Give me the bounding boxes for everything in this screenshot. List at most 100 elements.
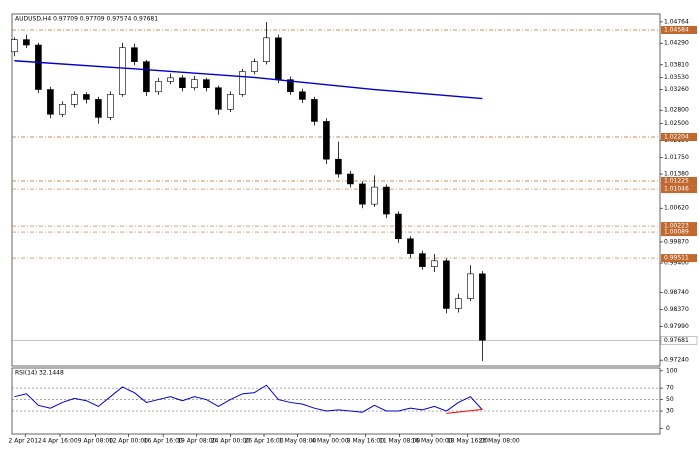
y-tick-label: 1.03810	[664, 61, 689, 68]
y-tick-label: 1.03260	[664, 86, 689, 93]
y-tick-label: 1.00620	[664, 205, 689, 212]
candle-body	[11, 39, 18, 53]
level-label: 1.04584	[664, 27, 689, 34]
y-tick-label: 100	[666, 367, 678, 374]
level-label: 1.02204	[664, 133, 689, 140]
x-tick-label: 16 Apr 16:00	[144, 438, 183, 445]
y-tick-label: 0.98370	[664, 306, 689, 313]
chart-title: AUDUSD,H4 0.97709 0.97709 0.97574 0.9768…	[15, 16, 158, 23]
x-tick-label: 12 Apr 00:00	[109, 438, 148, 445]
x-tick-label: 4 May 00:00	[311, 438, 349, 445]
level-box	[661, 228, 697, 237]
candle-body	[443, 260, 450, 309]
x-tick-label: 23 May 08:00	[479, 438, 520, 445]
candle-body	[455, 298, 462, 309]
candle-body	[95, 99, 102, 118]
candle-body	[263, 37, 270, 62]
candle-body	[323, 121, 330, 160]
x-tick-label: 9 Apr 08:00	[78, 438, 113, 445]
candle-body	[227, 94, 234, 110]
y-tick-label: 0.97240	[664, 357, 689, 364]
level-label: 0.99511	[664, 255, 689, 262]
level-box	[661, 26, 697, 35]
x-tick-label: 2 Apr 2012	[9, 438, 42, 445]
moving-average	[14, 60, 483, 100]
candle-body	[383, 186, 390, 215]
candle-body	[107, 94, 114, 118]
current-price-label: 0.97681	[664, 337, 689, 344]
level-label: 1.01046	[664, 186, 689, 193]
candle-body	[347, 173, 354, 185]
candle-body	[143, 61, 150, 93]
y-tick-label: 0	[666, 425, 670, 432]
level-box	[661, 132, 697, 141]
trendline	[446, 408, 483, 414]
rsi-line	[14, 384, 483, 413]
y-tick-label: 30	[666, 408, 674, 415]
x-tick-label: 1 May 08:00	[279, 438, 317, 445]
candle-body	[167, 77, 174, 82]
y-tick-label: 1.02500	[664, 120, 689, 127]
x-tick-label: 24 Apr 00:00	[211, 438, 250, 445]
candle-body	[23, 39, 30, 46]
candle-body	[83, 94, 90, 100]
candle-body	[311, 99, 318, 122]
y-tick-label: 0.98740	[664, 289, 689, 296]
candle-body	[59, 104, 66, 115]
level-box	[661, 222, 697, 231]
rsi-title: RSI(14) 32.1448	[15, 370, 64, 377]
candle-body	[407, 238, 414, 254]
candle-body	[47, 89, 54, 115]
x-tick-label: 4 Apr 16:00	[42, 438, 77, 445]
candle-body	[251, 61, 258, 72]
x-tick-label: 18 May 16:00	[447, 438, 488, 445]
candle-body	[203, 79, 210, 89]
candle-body	[179, 77, 186, 89]
candle-body	[215, 87, 222, 110]
y-tick-label: 70	[666, 385, 674, 392]
candle-body	[299, 91, 306, 100]
level-label: 1.00223	[664, 223, 689, 230]
y-tick-label: 0.99400	[664, 260, 689, 267]
y-tick-label: 1.02800	[664, 107, 689, 114]
x-tick-label: 8 May 16:00	[347, 438, 385, 445]
candle-body	[191, 79, 198, 89]
candle-body	[131, 47, 138, 62]
candle-body	[275, 37, 282, 80]
candle-body	[359, 183, 366, 205]
x-tick-label: 26 Apr 16:00	[244, 438, 283, 445]
y-tick-label: 1.01380	[664, 171, 689, 178]
level-box	[661, 177, 697, 186]
candle-body	[71, 94, 78, 105]
current-price-box	[660, 336, 698, 345]
y-tick-label: 1.04290	[664, 40, 689, 47]
level-label: 1.00089	[664, 229, 689, 236]
candle-body	[431, 260, 438, 267]
x-tick-label: 16 May 00:00	[411, 438, 452, 445]
candle-body	[239, 71, 246, 95]
candle-body	[287, 79, 294, 93]
candle-body	[419, 253, 426, 267]
candle-body	[479, 273, 486, 341]
y-tick-label: 1.03530	[664, 74, 689, 81]
y-tick-label: 1.01750	[664, 154, 689, 161]
candle-body	[395, 213, 402, 240]
candle-body	[371, 186, 378, 205]
x-tick-label: 19 Apr 08:00	[177, 438, 216, 445]
candle-body	[467, 273, 474, 299]
level-box	[661, 185, 697, 194]
candle-body	[119, 47, 126, 95]
rsi-panel	[11, 367, 661, 435]
y-tick-label: 0.99870	[664, 238, 689, 245]
x-tick-label: 11 May 08:00	[379, 438, 420, 445]
y-tick-label: 1.04764	[664, 18, 689, 25]
y-tick-label: 50	[666, 396, 674, 403]
candle-body	[335, 158, 342, 175]
candle-body	[35, 44, 42, 90]
y-tick-label: 0.97990	[664, 323, 689, 330]
candle-body	[155, 81, 162, 93]
level-label: 1.01225	[664, 178, 689, 185]
level-box	[661, 254, 697, 263]
